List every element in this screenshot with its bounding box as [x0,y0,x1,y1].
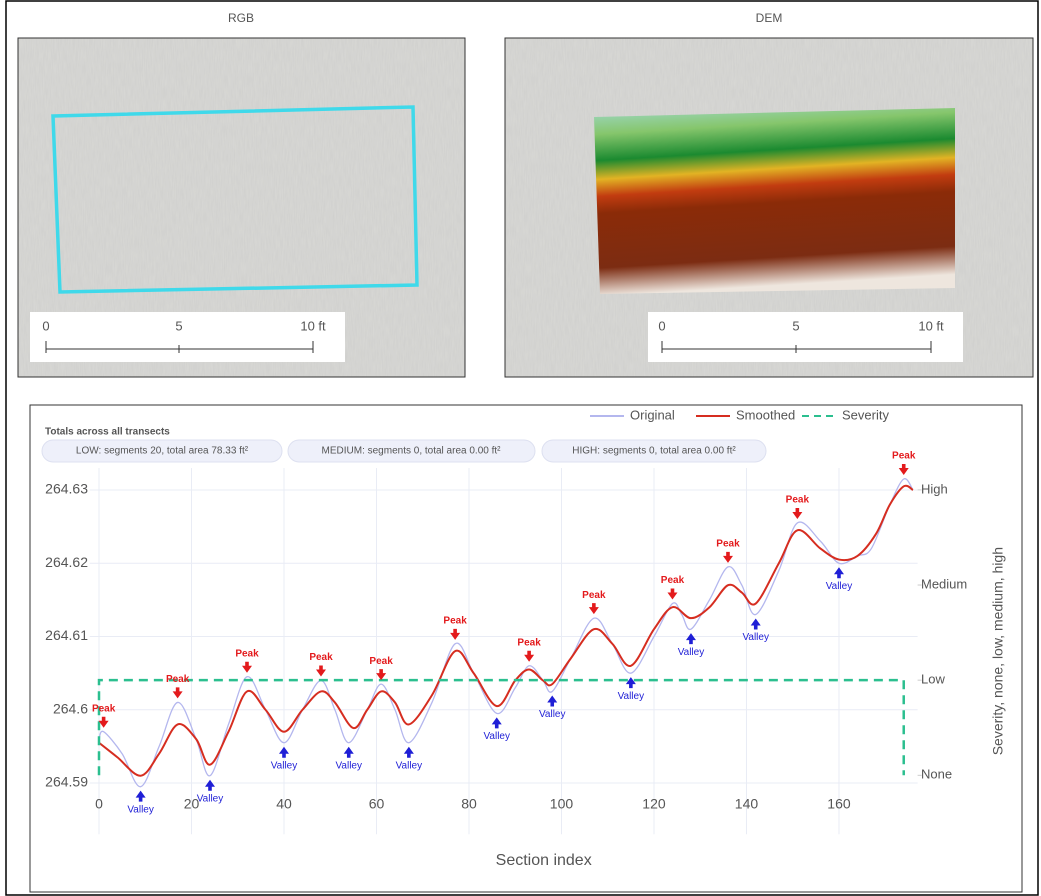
scale-label: 5 [792,318,799,333]
marker-label: Peak [582,590,606,601]
chart: 0 20 40 60 80 100 120 140 160 264.59 264.6 264.61 26… [45,407,1006,869]
peak-marker [98,716,109,728]
marker-label: Valley [742,632,769,643]
y-tick-label: 264.6 [53,700,88,716]
x-tick-label: 160 [827,796,851,812]
x-axis-label: Section index [496,852,592,869]
marker-label: Valley [127,804,154,815]
panel-title: RGB [228,11,254,25]
x-tick-label: 20 [184,796,200,812]
valley-marker [135,790,146,802]
valley-marker [833,567,844,579]
marker-label: Valley [483,731,510,742]
y-tick-label: 264.59 [45,774,88,790]
valley-marker [491,717,502,729]
valley-marker [547,695,558,707]
y-tick-label: 264.62 [45,554,88,570]
peak-marker [172,687,183,699]
marker-label: Peak [235,648,259,659]
totals-title: Totals across all transects [45,427,170,438]
valley-marker [278,746,289,758]
marker-label: Peak [443,615,467,626]
x-tick-label: 140 [735,796,759,812]
marker-label: Valley [618,691,645,702]
peak-marker [667,588,678,600]
marker-label: Peak [369,656,393,667]
legend-label: Severity [842,407,889,422]
legend-label: Original [630,407,675,422]
peak-marker [315,665,326,677]
marker-label: Valley [678,647,705,658]
x-tick-label: 80 [461,796,477,812]
peak-marker [588,603,599,615]
chart-panel [29,404,1023,893]
peak-marker [722,551,733,563]
x-tick-label: 40 [276,796,292,812]
panel-border [17,37,466,378]
scale-label: 0 [42,318,49,333]
marker-label: Peak [309,652,333,663]
valley-marker [343,746,354,758]
peak-marker [524,650,535,662]
scale-bar: 0 5 10 ft [648,312,963,362]
series-line [98,478,914,788]
totals-chip: HIGH: segments 0, total area 0.00 ft² [572,446,736,457]
totals-chip: MEDIUM: segments 0, total area 0.00 ft² [322,446,502,457]
valley-marker [750,618,761,630]
marker-label: Peak [786,495,810,506]
peak-marker [792,507,803,519]
scale-label: 10 ft [918,318,944,333]
y2-tick-label: None [921,767,952,782]
valley-marker [204,779,215,791]
peak-marker [450,628,461,640]
marker-label: Valley [826,581,853,592]
x-tick-label: 60 [369,796,385,812]
x-tick-label: 120 [642,796,666,812]
scale-bar: 0 5 10 ft [30,312,345,362]
marker-label: Peak [92,703,116,714]
x-tick-label: 0 [95,796,103,812]
series-line [97,678,905,776]
marker-label: Peak [517,637,541,648]
y2-tick-label: Low [921,672,945,687]
valley-marker [685,633,696,645]
panel-border [504,37,1034,378]
peak-marker [898,463,909,475]
peak-marker [376,669,387,681]
scale-label: 0 [658,318,665,333]
marker-label: Valley [335,760,362,771]
y2-tick-label: High [921,481,948,496]
marker-label: Peak [661,575,685,586]
marker-label: Peak [892,451,916,462]
valley-marker [403,746,414,758]
y2-axis-label: Severity, none, low, medium, high [990,547,1006,755]
marker-label: Valley [396,760,423,771]
frame [5,0,1039,896]
marker-label: Valley [197,793,224,804]
marker-label: Peak [166,674,190,685]
totals-box: Totals across all transects LOW: segment… [41,427,767,463]
y-tick-label: 264.61 [45,627,88,643]
marker-label: Valley [539,709,566,720]
peak-marker [241,661,252,673]
y2-tick-label: Medium [921,576,967,591]
legend-label: Smoothed [736,407,795,422]
y-tick-label: 264.63 [45,481,88,497]
marker-label: Peak [716,539,740,550]
marker-label: Valley [271,760,298,771]
totals-chip: LOW: segments 20, total area 78.33 ft² [76,446,249,457]
scale-label: 10 ft [300,318,326,333]
x-tick-label: 100 [550,796,574,812]
valley-marker [625,677,636,689]
panel-title: DEM [756,11,783,25]
scale-label: 5 [175,318,182,333]
